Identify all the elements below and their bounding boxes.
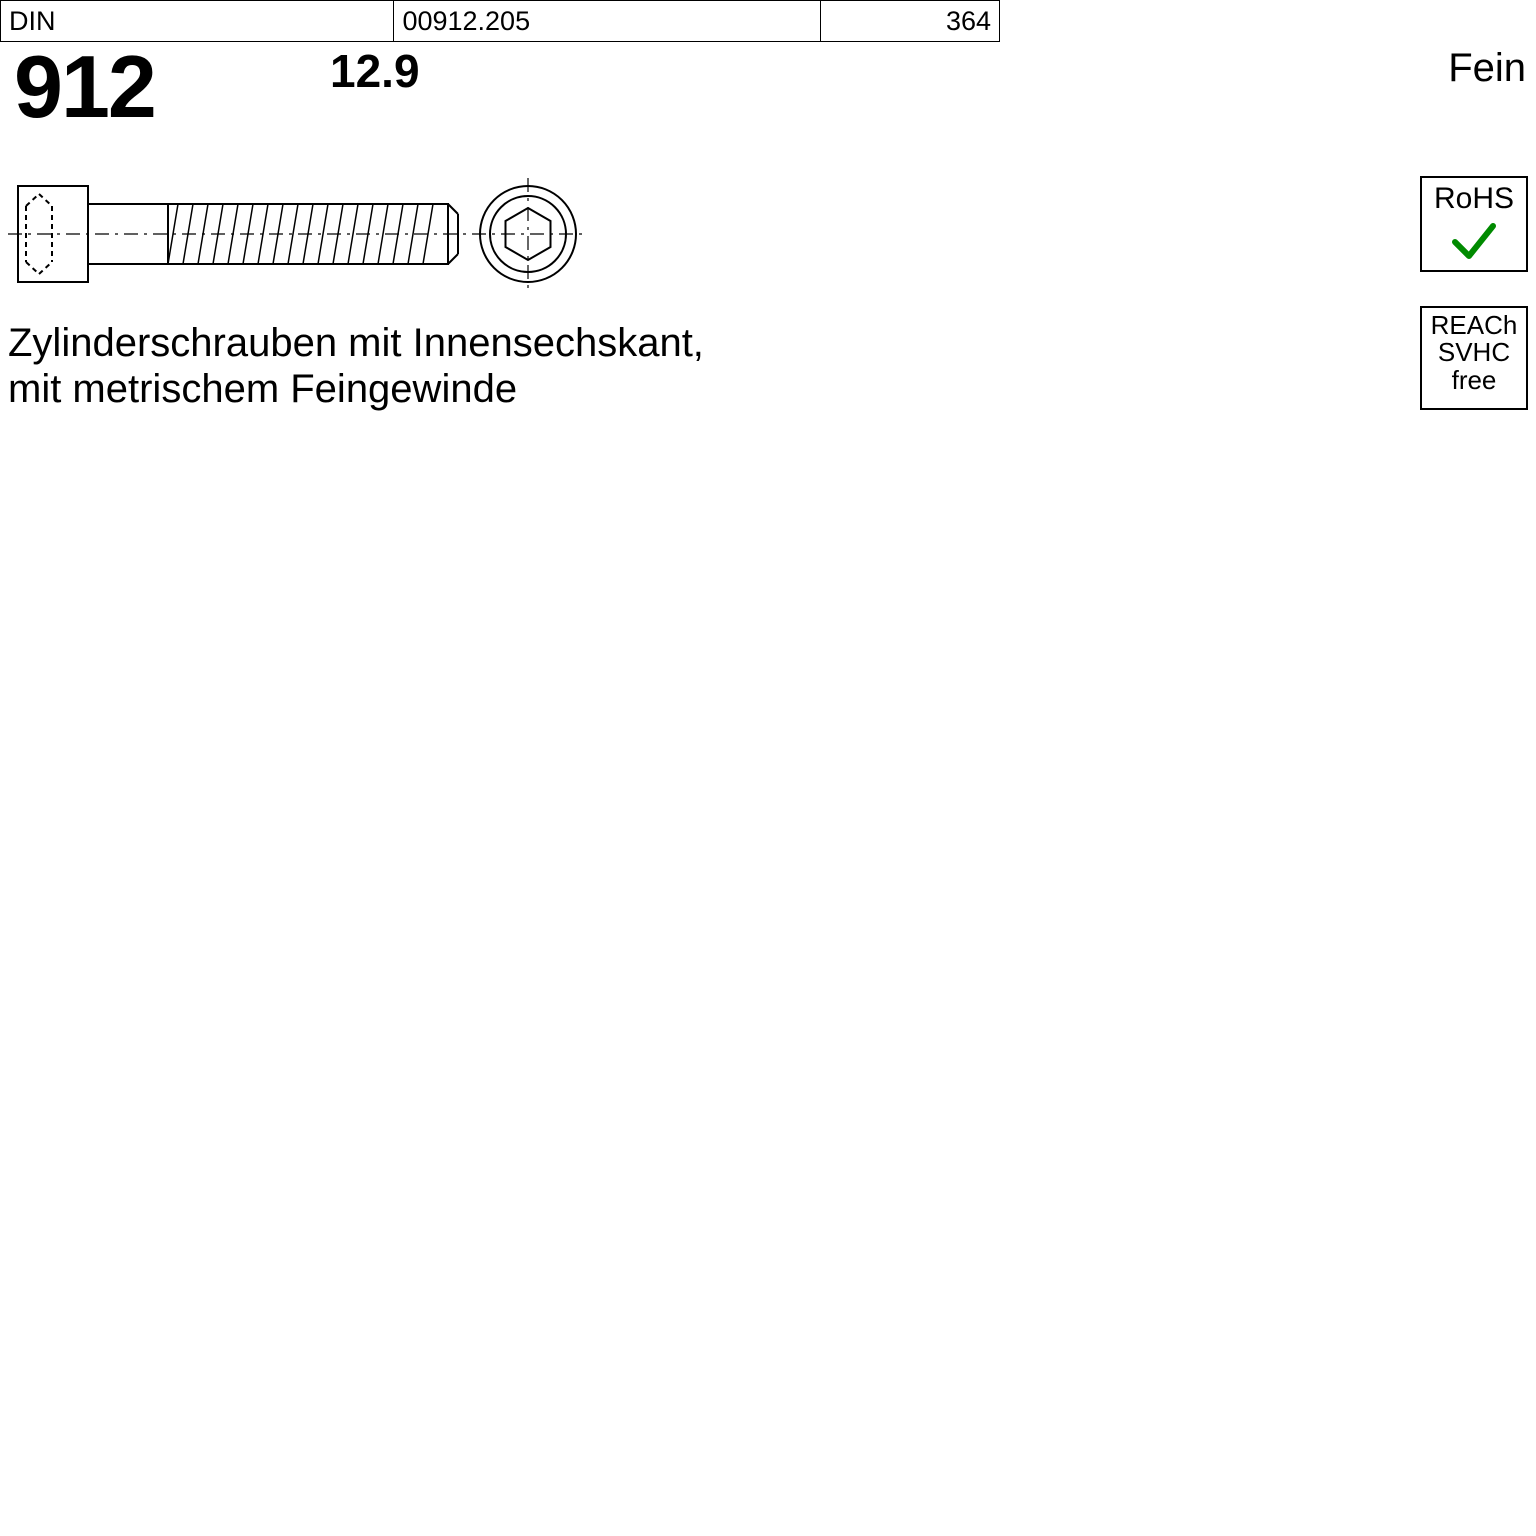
strength-grade: 12.9	[330, 44, 420, 98]
reach-badge: REACh SVHC free	[1420, 306, 1528, 410]
reach-line3: free	[1422, 367, 1526, 394]
datasheet-page: DIN 00912.205 364 912 12.9 Fein	[0, 0, 1536, 1536]
rohs-badge: RoHS	[1420, 176, 1528, 272]
header-page-cell: 364	[821, 1, 1000, 42]
reach-line2: SVHC	[1422, 339, 1526, 366]
reach-line1: REACh	[1422, 312, 1526, 339]
checkmark-icon	[1449, 218, 1499, 264]
header-code-cell: 00912.205	[394, 1, 821, 42]
screw-diagram	[8, 176, 598, 296]
product-description: Zylinderschrauben mit Innensechskant, mi…	[8, 320, 704, 412]
thread-type: Fein	[1448, 46, 1526, 91]
rohs-label: RoHS	[1422, 184, 1526, 214]
desc-line2: mit metrischem Feingewinde	[8, 367, 517, 411]
desc-line1: Zylinderschrauben mit Innensechskant,	[8, 321, 704, 365]
standard-number: 912	[14, 36, 155, 138]
